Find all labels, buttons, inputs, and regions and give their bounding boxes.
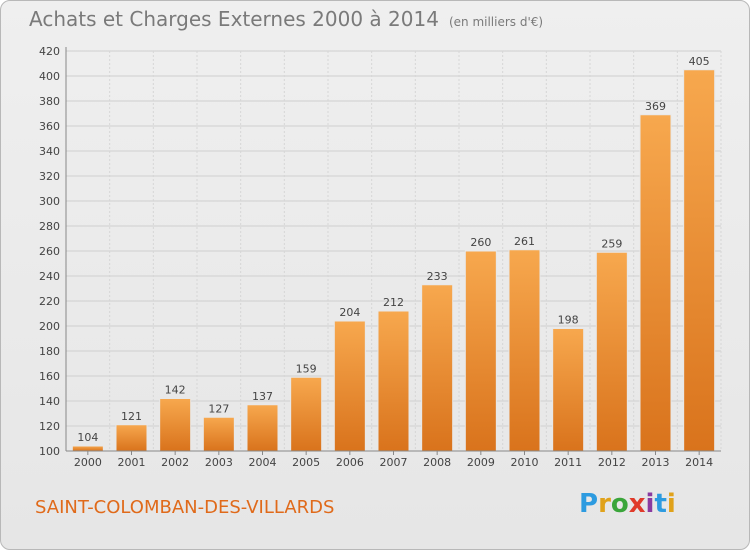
data-label-2002: 142 (165, 384, 186, 397)
x-tick-label-2009: 2009 (467, 456, 495, 469)
y-tick-label: 300 (39, 195, 60, 208)
y-tick-label: 420 (39, 45, 60, 58)
bar-2003 (202, 416, 235, 452)
bar-2012 (595, 251, 628, 452)
data-label-2007: 212 (383, 296, 404, 309)
bar-2001 (115, 424, 148, 452)
chart-title-text: Achats et Charges Externes 2000 à 2014 (29, 7, 439, 31)
bar-2013 (639, 114, 672, 452)
x-tick-label-2007: 2007 (380, 456, 408, 469)
logo-letter: i (645, 489, 655, 519)
bar-2008 (421, 284, 454, 452)
x-tick-label-2012: 2012 (598, 456, 626, 469)
y-tick-label: 200 (39, 320, 60, 333)
bar-2004 (246, 404, 279, 452)
y-tick-label: 160 (39, 370, 60, 383)
x-tick-label-2013: 2013 (642, 456, 670, 469)
logo-letter: x (628, 489, 646, 519)
logo-letter: o (610, 489, 629, 519)
bar-2011 (552, 328, 585, 452)
bar-2014 (683, 69, 716, 452)
bar-2000 (71, 445, 104, 452)
data-label-2000: 104 (77, 431, 98, 444)
data-label-2013: 369 (645, 100, 666, 113)
bar-2009 (464, 250, 497, 452)
y-tick-label: 360 (39, 120, 60, 133)
proxiti-logo[interactable]: Proxiti (579, 489, 676, 519)
y-tick-label: 240 (39, 270, 60, 283)
logo-letter: i (666, 489, 676, 519)
chart-unit: (en milliers d'€) (448, 15, 544, 29)
y-tick-label: 220 (39, 295, 60, 308)
data-label-2008: 233 (427, 270, 448, 283)
x-tick-label-2003: 2003 (205, 456, 233, 469)
data-label-2010: 261 (514, 235, 535, 248)
y-tick-label: 320 (39, 170, 60, 183)
x-tick-label-2010: 2010 (511, 456, 539, 469)
y-tick-label: 140 (39, 395, 60, 408)
logo-letter: t (654, 489, 667, 519)
y-tick-label: 180 (39, 345, 60, 358)
bar-2010 (508, 249, 541, 452)
x-tick-label-2004: 2004 (249, 456, 277, 469)
x-tick-label-2008: 2008 (423, 456, 451, 469)
y-tick-label: 400 (39, 70, 60, 83)
town-name: SAINT-COLOMBAN-DES-VILLARDS (35, 497, 335, 518)
x-tick-label-2014: 2014 (685, 456, 713, 469)
bar-2002 (159, 398, 192, 452)
x-tick-label-2011: 2011 (554, 456, 582, 469)
data-label-2011: 198 (558, 314, 579, 327)
axes: 100 120 140 160 180 200 220 240 260 280 300 320 340 3… (39, 45, 721, 469)
y-tick-label: 260 (39, 245, 60, 258)
chart-title: Achats et Charges Externes 2000 à 2014 (e… (29, 7, 543, 31)
data-label-2001: 121 (121, 410, 142, 423)
bar-2006 (333, 320, 366, 452)
x-tick-label-2005: 2005 (292, 456, 320, 469)
data-label-2012: 259 (601, 237, 622, 250)
data-label-2006: 204 (339, 306, 360, 319)
logo-letter: P (579, 489, 599, 519)
data-label-2003: 127 (208, 402, 229, 415)
y-tick-label: 340 (39, 145, 60, 158)
x-tick-label-2002: 2002 (161, 456, 189, 469)
logo-letter: r (598, 489, 611, 519)
data-label-2005: 159 (296, 362, 317, 375)
x-tick-label-2000: 2000 (74, 456, 102, 469)
y-tick-label: 100 (39, 445, 60, 458)
bar-2007 (377, 310, 410, 452)
data-label-2009: 260 (470, 236, 491, 249)
y-tick-label: 380 (39, 95, 60, 108)
y-tick-label: 280 (39, 220, 60, 233)
bar-2005 (290, 376, 323, 452)
data-label-2004: 137 (252, 390, 273, 403)
x-tick-label-2001: 2001 (118, 456, 146, 469)
x-tick-label-2006: 2006 (336, 456, 364, 469)
y-tick-label: 120 (39, 420, 60, 433)
data-label-2014: 405 (689, 55, 710, 68)
bars: 104 121 142 127 137 159 204 212 233 260 261 198 259 3… (71, 55, 716, 452)
